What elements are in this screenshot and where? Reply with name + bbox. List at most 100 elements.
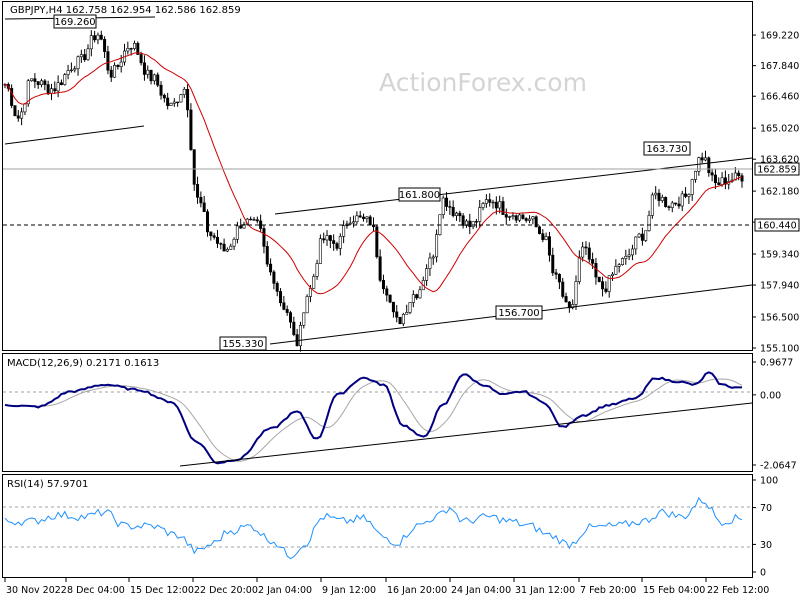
macd-tick-label-2: -2.0647 <box>760 461 797 472</box>
candle-body-199 <box>664 197 668 207</box>
candle-body-38 <box>129 48 133 50</box>
candle-body-145 <box>484 199 488 204</box>
price-tick-label-4: 163.620 <box>760 155 799 166</box>
candle-body-109 <box>365 216 369 219</box>
candle-body-54 <box>182 89 186 95</box>
candle-body-106 <box>355 215 359 223</box>
candle-body-167 <box>557 274 561 283</box>
date-tick-label-3: 22 Dec 20:00 <box>194 585 258 596</box>
candle-body-220 <box>733 172 737 181</box>
candle-body-120 <box>401 313 405 325</box>
candle-body-166 <box>554 272 558 275</box>
candle-body-196 <box>654 192 658 196</box>
candle-body-135 <box>451 207 455 216</box>
candle-body-169 <box>564 296 568 303</box>
candle-body-76 <box>255 219 259 222</box>
candle-body-132 <box>441 197 445 215</box>
candle-body-138 <box>461 215 465 226</box>
candle-body-201 <box>670 202 674 208</box>
candle-body-107 <box>358 215 362 218</box>
candle-body-82 <box>275 283 279 292</box>
candle-body-75 <box>252 219 256 221</box>
price-tick-label-2: 166.460 <box>760 92 799 103</box>
candle-body-190 <box>634 236 638 250</box>
candle-body-171 <box>571 304 575 309</box>
candle-body-125 <box>418 289 422 299</box>
candle-body-142 <box>474 221 478 223</box>
label-156700: 156.700 <box>495 305 543 320</box>
candle-body-159 <box>531 216 535 220</box>
candle-body-203 <box>677 203 681 207</box>
candle-body-198 <box>660 197 664 201</box>
candle-body-118 <box>395 311 399 318</box>
price-tick-label-3: 165.020 <box>760 124 799 135</box>
candle-body-93 <box>312 276 316 289</box>
candle-body-200 <box>667 206 671 208</box>
candle-body-50 <box>169 102 173 107</box>
candle-body-156 <box>521 214 525 219</box>
candle-body-7 <box>26 80 30 105</box>
candle-body-59 <box>199 197 203 204</box>
candle-body-152 <box>508 216 512 218</box>
price-tick-label-8: 157.940 <box>760 281 799 292</box>
candle-body-180 <box>601 281 605 290</box>
candle-body-176 <box>587 247 591 260</box>
candle-body-65 <box>219 243 223 245</box>
candle-body-8 <box>30 78 34 82</box>
candle-body-58 <box>196 184 200 198</box>
candle-body-173 <box>577 256 581 282</box>
candle-body-33 <box>113 65 117 78</box>
candle-body-113 <box>378 256 382 281</box>
candle-body-116 <box>388 294 392 303</box>
candle-body-31 <box>106 51 110 71</box>
candle-body-86 <box>289 312 293 323</box>
label-169260-text: 169.260 <box>54 17 95 28</box>
candle-body-155 <box>518 214 522 221</box>
label-156700-text: 156.700 <box>498 308 539 319</box>
macd-trendline <box>179 402 753 467</box>
candle-body-53 <box>179 94 183 103</box>
candle-body-68 <box>229 245 233 250</box>
candle-body-183 <box>611 273 615 277</box>
candle-body-80 <box>269 263 273 273</box>
moving-average-line <box>4 52 743 295</box>
candle-body-52 <box>176 101 180 104</box>
trendline-upper-left <box>4 125 145 145</box>
date-axis: 30 Nov 2022 8 Dec 04:00 15 Dec 12:00 22 Dec… <box>4 577 769 596</box>
candle-body-60 <box>202 202 206 212</box>
price-tick-label-7: 159.340 <box>760 250 799 261</box>
candle-body-117 <box>391 301 395 313</box>
candle-body-192 <box>640 233 644 241</box>
candle-body-63 <box>212 235 216 238</box>
candle-body-178 <box>594 263 598 278</box>
candle-body-94 <box>315 263 319 277</box>
candle-body-164 <box>547 236 551 256</box>
candle-body-105 <box>352 221 356 224</box>
candle-body-129 <box>431 256 435 259</box>
rsi-tick-label-3: 0 <box>760 568 766 579</box>
candle-body-197 <box>657 192 661 201</box>
candle-body-221 <box>737 172 741 177</box>
candle-body-51 <box>172 101 176 104</box>
candle-body-186 <box>620 258 624 265</box>
candle-body-95 <box>318 238 322 264</box>
candle-body-215 <box>717 182 721 185</box>
label-155330: 155.330 <box>219 336 267 351</box>
candle-body-26 <box>89 35 93 50</box>
candle-body-12 <box>43 80 47 85</box>
candle-body-19 <box>66 70 70 75</box>
candle-body-140 <box>468 220 472 228</box>
candle-body-147 <box>491 201 495 204</box>
candle-body-181 <box>604 288 608 292</box>
candle-body-40 <box>136 42 140 55</box>
candle-body-72 <box>242 224 246 229</box>
candle-body-151 <box>504 214 508 218</box>
date-tick-label-4: 2 Jan 04:00 <box>258 585 312 596</box>
candle-body-158 <box>528 218 532 221</box>
candle-body-206 <box>687 194 691 197</box>
candle-body-216 <box>720 177 724 185</box>
candle-body-96 <box>322 238 326 241</box>
candle-body-23 <box>79 54 83 58</box>
date-tick-label-1: 8 Dec 04:00 <box>67 585 125 596</box>
